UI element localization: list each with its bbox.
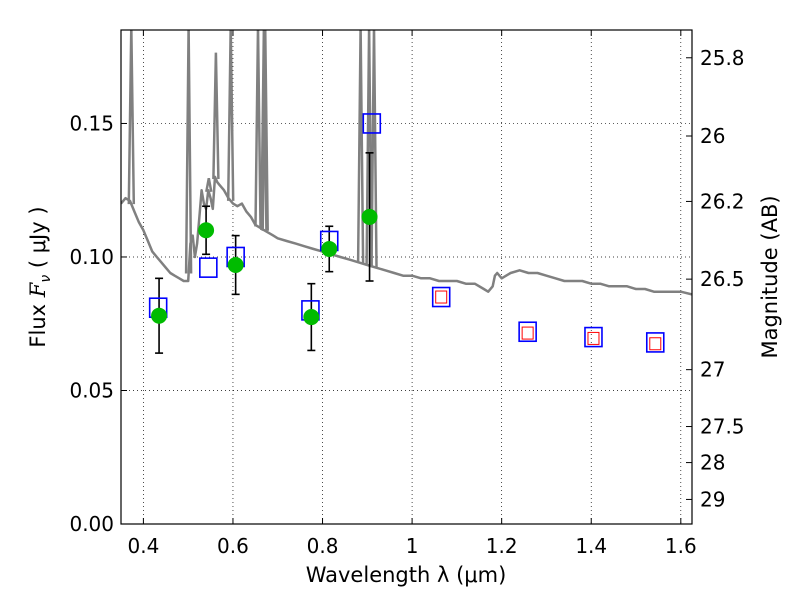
- ticks: 0.4 0.6 0.8 1 1.2 1.4 1.6 0.00 0.05 0.10 0.15 25.8 2…: [69, 30, 745, 558]
- right-tick-label: 26.5: [700, 267, 745, 291]
- model-square-marker: [584, 326, 603, 348]
- x-tick-label: 1.2: [486, 534, 518, 558]
- emission-line: [205, 177, 213, 193]
- y-axis-title-prefix: Flux: [26, 297, 50, 347]
- emission-line: [127, 30, 136, 205]
- x-tick-label: 0.4: [127, 534, 159, 558]
- x-tick-label: 0.6: [217, 534, 249, 558]
- emission-line: [226, 30, 235, 201]
- right-tick-label: 25.8: [700, 46, 745, 70]
- right-tick-label: 29: [700, 487, 725, 511]
- emission-line: [370, 30, 378, 268]
- observed-point: [198, 222, 215, 239]
- observed-point: [227, 256, 244, 273]
- upper-limit-marker: [435, 290, 448, 304]
- right-tick-label: 27: [700, 358, 725, 382]
- x-tick-label: 1: [406, 534, 419, 558]
- upper-limit-marker: [587, 331, 600, 345]
- right-tick-label: 28: [700, 451, 725, 475]
- observed-point: [361, 208, 378, 225]
- emission-line: [260, 30, 268, 231]
- upper-limit-marker: [649, 337, 662, 351]
- model-square-marker: [645, 332, 665, 353]
- emission-line: [212, 52, 220, 180]
- observed-point: [303, 309, 320, 326]
- upper-limit-marker: [521, 326, 534, 340]
- right-tick-label: 26.2: [700, 189, 745, 213]
- emission-line: [261, 30, 269, 231]
- y-axis-title-symbol: F: [26, 281, 50, 298]
- y-tick-label: 0.00: [69, 512, 114, 536]
- x-axis-title: Wavelength λ (μm): [306, 563, 507, 587]
- spectrum-continuum: [121, 175, 692, 296]
- emission-line: [356, 30, 365, 264]
- model-square-marker: [431, 286, 451, 308]
- y-axis-title-subscript: ν: [38, 275, 54, 283]
- emission-line: [254, 30, 262, 227]
- observed-point: [321, 240, 338, 257]
- emission-line: [365, 30, 373, 266]
- y-axis-title-right: Magnitude (AB): [758, 195, 782, 358]
- x-tick-label: 1.6: [665, 534, 697, 558]
- right-tick-label: 26: [700, 124, 725, 148]
- model-spectrum: [121, 30, 692, 296]
- x-tick-label: 0.8: [307, 534, 339, 558]
- plot-frame: [120, 29, 693, 525]
- x-tick-label: 1.4: [575, 534, 607, 558]
- y-tick-label: 0.15: [69, 111, 114, 135]
- y-tick-label: 0.05: [69, 378, 114, 402]
- right-tick-label: 27.5: [700, 415, 745, 439]
- observed-point: [151, 307, 168, 324]
- y-tick-label: 0.10: [69, 245, 114, 269]
- markers: [148, 113, 665, 353]
- y-axis-title-unit: ( μJy ): [26, 206, 50, 274]
- model-square-marker: [362, 113, 382, 134]
- emission-line: [184, 30, 193, 274]
- model-square-marker: [199, 257, 218, 278]
- y-axis-title-left: Flux Fν ( μJy ): [26, 206, 54, 347]
- model-square-marker: [518, 321, 537, 343]
